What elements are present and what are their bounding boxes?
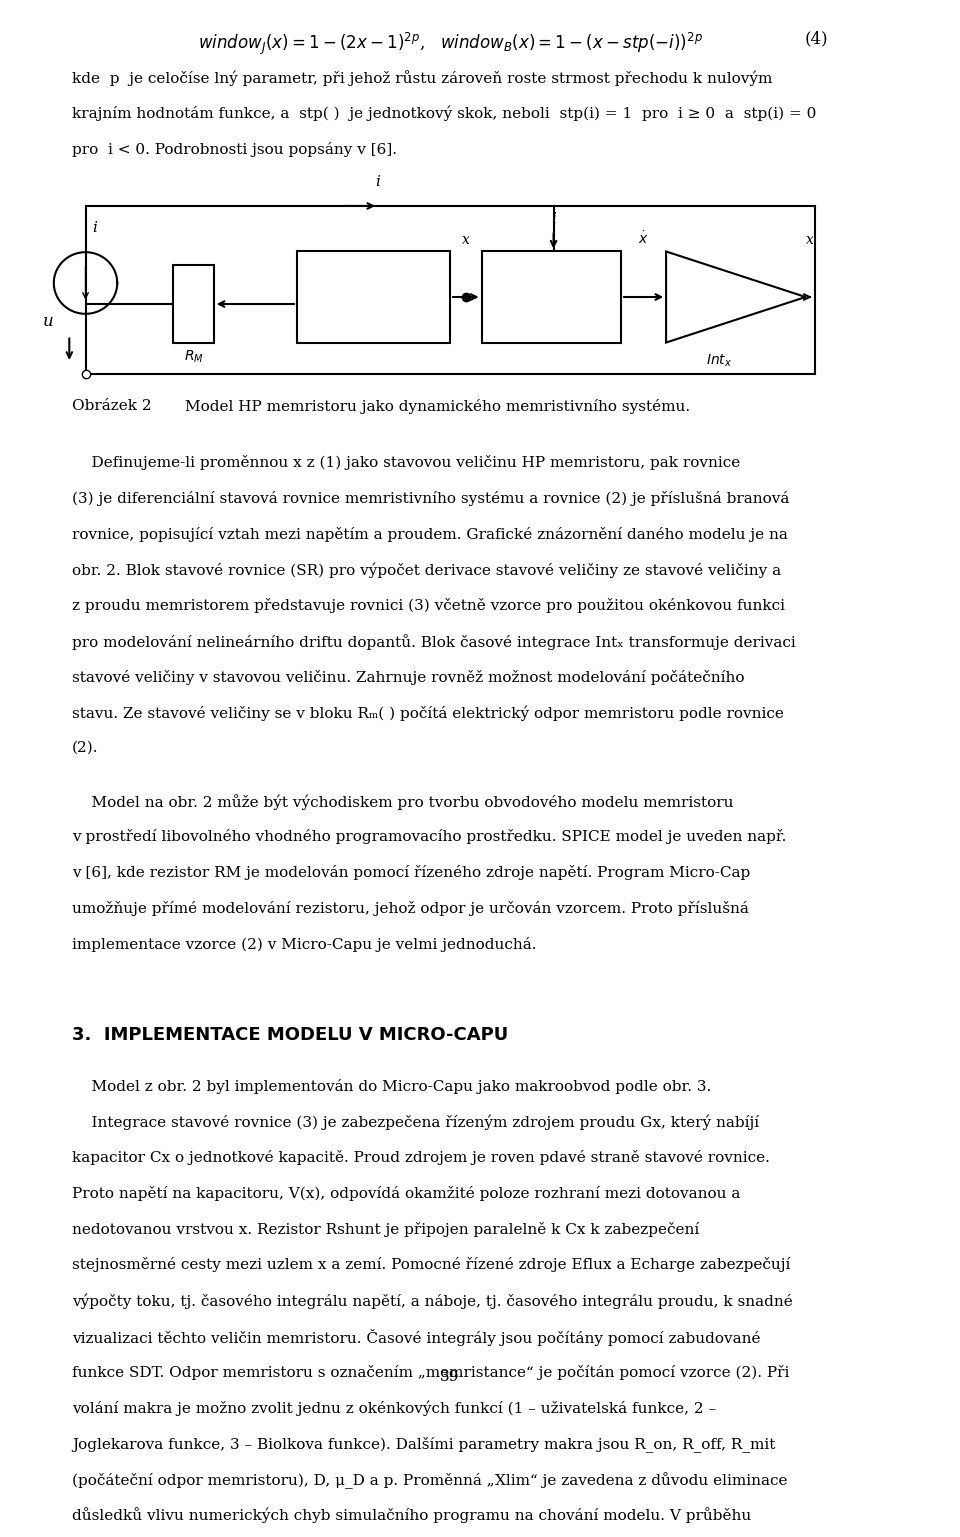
Text: pro  i < 0. Podrobnosti jsou popsány v [6].: pro i < 0. Podrobnosti jsou popsány v [6…	[72, 141, 397, 157]
Text: důsledků vlivu numerických chyb simulačního programu na chování modelu. V průběh: důsledků vlivu numerických chyb simulačn…	[72, 1508, 752, 1523]
Text: x: x	[462, 234, 469, 247]
Text: z proudu memristorem představuje rovnici (3) včetně vzorce pro použitou okénkovo: z proudu memristorem představuje rovnici…	[72, 598, 785, 613]
Text: Obrázek 2: Obrázek 2	[72, 400, 152, 413]
Text: volání makra je možno zvolit jednu z okénkových funkcí (1 – uživatelská funkce, : volání makra je možno zvolit jednu z oké…	[72, 1400, 716, 1416]
Text: $R_M\,(\,)$: $R_M\,(\,)$	[354, 287, 393, 306]
Text: 39: 39	[441, 1369, 460, 1385]
Polygon shape	[666, 252, 805, 343]
Text: obr. 2. Blok stavové rovnice (SR) pro výpočet derivace stavové veličiny ze stavo: obr. 2. Blok stavové rovnice (SR) pro vý…	[72, 563, 781, 578]
Text: v [6], kde rezistor RM je modelován pomocí řízeného zdroje napětí. Program Micro: v [6], kde rezistor RM je modelován pomo…	[72, 865, 751, 881]
Text: $\int$: $\int$	[712, 283, 726, 310]
Text: Model HP memristoru jako dynamického memristivního systému.: Model HP memristoru jako dynamického mem…	[184, 400, 689, 415]
Text: stejnosměrné cesty mezi uzlem x a zemí. Pomocné řízené zdroje Eflux a Echarge za: stejnosměrné cesty mezi uzlem x a zemí. …	[72, 1257, 790, 1273]
Text: kde  p  je celočíse lný parametr, při jehož růstu zároveň roste strmost přechodu: kde p je celočíse lný parametr, při jeho…	[72, 71, 773, 86]
Text: implementace vzorce (2) v Micro-Capu je velmi jednoduchá.: implementace vzorce (2) v Micro-Capu je …	[72, 936, 537, 951]
Text: nedotovanou vrstvou x. Rezistor Rshunt je připojen paralelně k Cx k zabezpečení: nedotovanou vrstvou x. Rezistor Rshunt j…	[72, 1222, 699, 1237]
Text: (3) je diferenciální stavová rovnice memristivního systému a rovnice (2) je přís: (3) je diferenciální stavová rovnice mem…	[72, 490, 789, 506]
Text: v prostředí libovolného vhodného programovacího prostředku. SPICE model je uvede: v prostředí libovolného vhodného program…	[72, 830, 786, 844]
Text: výpočty toku, tj. časového integrálu napětí, a náboje, tj. časového integrálu pr: výpočty toku, tj. časového integrálu nap…	[72, 1293, 793, 1308]
Bar	[482, 252, 621, 343]
Text: 3.  IMPLEMENTACE MODELU V MICRO-CAPU: 3. IMPLEMENTACE MODELU V MICRO-CAPU	[72, 1025, 508, 1044]
Text: (2).: (2).	[72, 741, 99, 755]
Text: SR: SR	[540, 289, 564, 306]
Text: (4): (4)	[804, 31, 828, 48]
Text: stavové veličiny v stavovou veličinu. Zahrnuje rovněž možnost modelování počáteč: stavové veličiny v stavovou veličinu. Za…	[72, 670, 745, 684]
Bar	[173, 266, 214, 343]
Text: krajním hodnotám funkce, a  stp( )  je jednotkový skok, neboli  stp(i) = 1  pro : krajním hodnotám funkce, a stp( ) je jed…	[72, 106, 816, 121]
Text: pro modelování nelineárního driftu dopantů. Blok časové integrace Intₓ transform: pro modelování nelineárního driftu dopan…	[72, 633, 796, 650]
Text: (počáteční odpor memristoru), D, μ_D a p. Proměnná „Xlim“ je zavedena z důvodu e: (počáteční odpor memristoru), D, μ_D a p…	[72, 1472, 787, 1488]
Text: vizualizaci těchto veličin memristoru. Časové integrály jsou počítány pomocí zab: vizualizaci těchto veličin memristoru. Č…	[72, 1330, 760, 1346]
Text: stavu. Ze stavové veličiny se v bloku Rₘ( ) počítá elektrický odpor memristoru p: stavu. Ze stavové veličiny se v bloku Rₘ…	[72, 705, 784, 721]
Text: Proto napětí na kapacitoru, V(x), odpovídá okamžité poloze rozhraní mezi dotovan: Proto napětí na kapacitoru, V(x), odpoví…	[72, 1187, 740, 1200]
Text: x: x	[806, 234, 814, 247]
Text: funkce SDT. Odpor memristoru s označením „memristance“ je počítán pomocí vzorce : funkce SDT. Odpor memristoru s označením…	[72, 1365, 789, 1380]
Text: umožňuje přímé modelování rezistoru, jehož odpor je určován vzorcem. Proto přísl: umožňuje přímé modelování rezistoru, jeh…	[72, 901, 749, 916]
Text: Model z obr. 2 byl implementován do Micro-Capu jako makroobvod podle obr. 3.: Model z obr. 2 byl implementován do Micr…	[72, 1079, 711, 1094]
Text: i: i	[375, 175, 380, 189]
Text: u: u	[43, 314, 54, 330]
Text: Model na obr. 2 může být východiskem pro tvorbu obvodového modelu memristoru: Model na obr. 2 může být východiskem pro…	[72, 793, 733, 810]
Text: Integrace stavové rovnice (3) je zabezpečena řízeným zdrojem proudu Gx, který na: Integrace stavové rovnice (3) je zabezpe…	[72, 1114, 759, 1130]
Text: rovnice, popisující vztah mezi napětím a proudem. Grafické znázornění daného mod: rovnice, popisující vztah mezi napětím a…	[72, 527, 788, 541]
Text: kapacitor Cx o jednotkové kapacitě. Proud zdrojem je roven pdavé straně stavové : kapacitor Cx o jednotkové kapacitě. Prou…	[72, 1150, 770, 1165]
Text: i: i	[93, 221, 98, 235]
Text: $R_M$: $R_M$	[183, 349, 204, 364]
Text: $\dot{x}$: $\dot{x}$	[638, 231, 649, 247]
Text: $\mathit{window}_J(x) = 1-(2x-1)^{2p}$,   $\mathit{window}_B(x) = 1-(x-\mathit{s: $\mathit{window}_J(x) = 1-(2x-1)^{2p}$, …	[198, 31, 703, 57]
Text: $Int_x$: $Int_x$	[706, 352, 732, 369]
Text: i: i	[551, 212, 556, 226]
Text: Joglekarova funkce, 3 – Biolkova funkce). Dalšími parametry makra jsou R_on, R_o: Joglekarova funkce, 3 – Biolkova funkce)…	[72, 1436, 776, 1452]
Bar	[297, 252, 450, 343]
Text: Definujeme-li proměnnou x z (1) jako stavovou veličinu HP memristoru, pak rovnic: Definujeme-li proměnnou x z (1) jako sta…	[72, 455, 740, 470]
